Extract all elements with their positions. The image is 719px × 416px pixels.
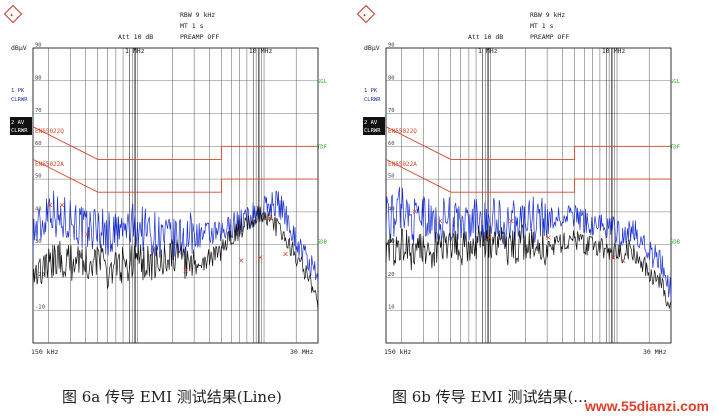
x-start-label: 150 kHz (384, 348, 411, 356)
y-tick-label: 70 (388, 108, 395, 114)
y-tick-label: 60 (35, 141, 42, 147)
caption-left: 图 6a 传导 EMI 测试结果(Line) (62, 388, 282, 406)
limit-line (385, 126, 671, 160)
marker-x: × (267, 213, 274, 222)
header-att: Att 10 dB (118, 33, 153, 41)
marker-x: × (411, 207, 418, 216)
y-unit: dBµV (11, 44, 27, 52)
marker-x: × (545, 233, 552, 242)
marker-x: × (182, 266, 189, 275)
y-tick-label: 20 (388, 272, 395, 278)
y-tick-label: 50 (35, 174, 42, 180)
marker-x: × (257, 253, 264, 262)
marker-x: × (282, 250, 289, 259)
chart-panel-1: ✦ RBW 9 kHz MT 1 s Att 10 dB PREAMP OFF dBµV -… (3, 4, 328, 356)
marker-x: × (46, 200, 53, 209)
y-tick-label: 80 (388, 75, 395, 81)
svg-text:✦: ✦ (10, 11, 15, 19)
trace-peak (385, 187, 672, 301)
limit-label: EN55022A (388, 161, 417, 168)
right-label: SGL (317, 79, 328, 85)
decade-label: 10 MHz (602, 47, 626, 55)
trace1-label: 1 PK (11, 88, 25, 94)
plot-frame (385, 47, 672, 344)
trace2-tag-bg (363, 117, 385, 135)
trace1-mode: CLRWR (364, 97, 381, 103)
limit-label: EN55022A (35, 161, 64, 168)
trace2-mode: CLRWR (11, 128, 28, 134)
plot-frame (32, 47, 319, 344)
trace2-label: 2 AV (364, 120, 378, 126)
y-tick-label: -10 (35, 305, 45, 311)
trace1-mode: CLRWR (11, 97, 28, 103)
header-preamp: PREAMP OFF (180, 33, 219, 41)
header-rbw: RBW 9 kHz (180, 11, 215, 19)
chart-panel-2: ✦ RBW 9 kHz MT 1 s Att 10 dB PREAMP OFF dBµV 1… (356, 4, 681, 356)
header-preamp: PREAMP OFF (530, 33, 569, 41)
y-tick-label: 70 (35, 108, 42, 114)
rs-logo-icon: ✦ (3, 4, 23, 24)
right-label: TDF (317, 144, 327, 150)
trace2-tag-bg (10, 117, 32, 135)
header-rbw: RBW 9 kHz (530, 11, 565, 19)
header-mt: MT 1 s (180, 22, 204, 30)
y-tick-label: 40 (35, 206, 42, 212)
y-tick-label: 90 (35, 43, 42, 49)
emi-figure: ✦ RBW 9 kHz MT 1 s Att 10 dB PREAMP OFF dBµV -… (3, 4, 681, 356)
limit-label: EN55022Q (388, 128, 417, 135)
trace-average (32, 205, 319, 310)
trace-peak (32, 190, 319, 283)
y-tick-label: 60 (388, 141, 395, 147)
decade-label: 1 MHz (125, 47, 145, 55)
trace-average (385, 224, 672, 309)
decade-label: 10 MHz (249, 47, 273, 55)
header-att: Att 10 dB (468, 33, 503, 41)
right-label: 6DB (317, 239, 328, 245)
marker-x: × (620, 256, 627, 265)
trace1-label: 1 PK (364, 88, 378, 94)
limit-line (32, 158, 318, 193)
watermark: www.55dianzi.com (585, 398, 709, 414)
marker-x: × (84, 230, 91, 239)
marker-x: × (508, 217, 515, 226)
limit-line (385, 158, 671, 193)
x-start-label: 150 kHz (31, 348, 58, 356)
caption-right: 图 6b 传导 EMI 测试结果(... (392, 388, 588, 406)
y-tick-label: 30 (35, 239, 42, 245)
svg-text:✦: ✦ (363, 11, 368, 19)
y-tick-label: -20 (35, 272, 45, 278)
y-tick-label: 90 (388, 43, 395, 49)
trace2-mode: CLRWR (364, 128, 381, 134)
y-tick-label: 10 (388, 305, 395, 311)
marker-x: × (610, 253, 617, 262)
limit-label: EN55022Q (35, 128, 64, 135)
right-label: TDF (670, 144, 680, 150)
trace2-label: 2 AV (11, 120, 25, 126)
limit-line (32, 126, 318, 160)
x-end-label: 30 MHz (290, 348, 314, 356)
rs-logo-icon: ✦ (356, 4, 376, 24)
y-unit: dBµV (364, 44, 380, 52)
marker-x: × (486, 233, 493, 242)
right-label: 6DB (670, 239, 681, 245)
marker-x: × (238, 256, 245, 265)
header-mt: MT 1 s (530, 22, 554, 30)
x-end-label: 30 MHz (643, 348, 667, 356)
right-label: SGL (670, 79, 681, 85)
marker-x: × (58, 200, 65, 209)
y-tick-label: 80 (35, 75, 42, 81)
decade-label: 1 MHz (478, 47, 498, 55)
marker-x: × (437, 217, 444, 226)
y-tick-label: 50 (388, 174, 395, 180)
